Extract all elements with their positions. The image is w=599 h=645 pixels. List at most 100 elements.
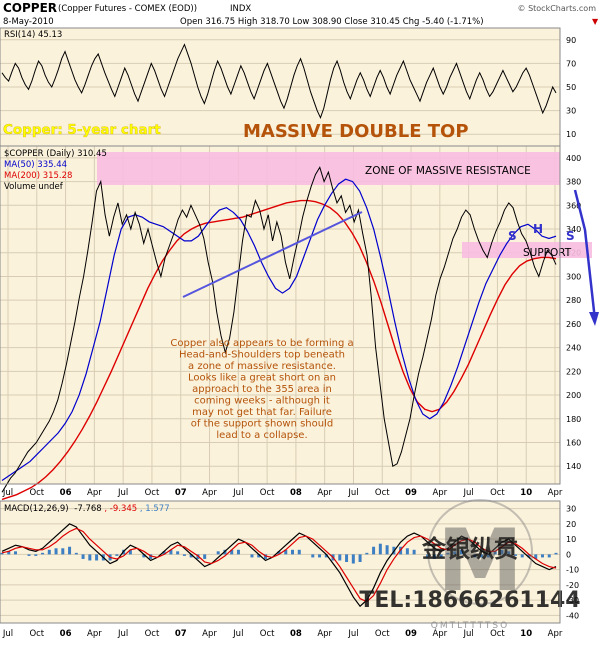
comment-line: Looks like a great short on an [188, 373, 336, 384]
macd-tick-label: -30 [566, 596, 579, 605]
x-tick-label: 10 [520, 488, 532, 498]
rsi-tick-label: 90 [566, 36, 576, 45]
watermark-chinese: 金银纵贯 [421, 535, 518, 563]
x-tick-label-bottom: Oct [29, 629, 44, 639]
forecast-arrow-head [589, 312, 599, 326]
price-line [1, 166, 557, 493]
x-tick-label-bottom: Jul [2, 629, 13, 639]
x-tick-label: Oct [145, 488, 160, 498]
x-tick-label-bottom: Apr [317, 629, 332, 639]
series-layer [0, 43, 558, 608]
rsi-tick-label: 10 [566, 130, 576, 139]
volume-legend-label: Volume undef [4, 182, 64, 192]
x-tick-label: Apr [202, 488, 217, 498]
price-tick-label: 340 [566, 225, 581, 234]
x-tick-label: Apr [548, 488, 563, 498]
rsi-label: RSI(14) 45.13 [4, 30, 62, 40]
down-arrow-icon: ▼ [592, 17, 599, 26]
chart-symbol: COPPER [3, 1, 57, 15]
price-tick-label: 240 [566, 344, 581, 353]
resistance-zone [97, 152, 560, 185]
x-tick-label: Oct [260, 488, 275, 498]
x-tick-label: Jul [117, 488, 128, 498]
price-tick-label: 180 [566, 415, 581, 424]
x-tick-label-bottom: Oct [490, 629, 505, 639]
x-tick-label-bottom: 07 [175, 629, 187, 639]
comment-line: Copper also appears to be forming a [170, 338, 353, 349]
chart-date: 8-May-2010 [3, 17, 54, 27]
macd-tick-label: 20 [566, 520, 576, 529]
price-panel [0, 146, 560, 484]
macd-panel [0, 501, 560, 623]
rsi-tick-label: 70 [566, 59, 576, 68]
x-tick-label-bottom: 06 [60, 629, 72, 639]
price-tick-label: 140 [566, 462, 581, 471]
rsi-tick-label: 50 [566, 83, 576, 92]
ma50-line [1, 178, 557, 481]
macd-tick-label: 10 [566, 535, 576, 544]
price-frame [0, 145, 561, 485]
x-tick-label: 08 [290, 488, 302, 498]
macd-tick-label: -20 [566, 581, 579, 590]
macd-tick-label: 0 [566, 550, 571, 559]
comment-line: approach to the 355 area in [192, 384, 332, 395]
x-tick-label: Apr [87, 488, 102, 498]
comment-line: lead to a collapse. [216, 430, 307, 441]
rsi-tick-label: 30 [566, 107, 576, 116]
ohlc-readout: Open 316.75 High 318.70 Low 308.90 Close… [180, 17, 484, 27]
x-tick-label-bottom: Oct [375, 629, 390, 639]
resistance-zone-label: ZONE OF MASSIVE RESISTANCE [365, 165, 531, 177]
x-tick-label: Oct [490, 488, 505, 498]
chart-subtitle: Copper: 5-year chart [3, 122, 161, 138]
watermark-letter: M [437, 511, 523, 611]
price-tick-label: 400 [566, 154, 581, 163]
x-tick-label-bottom: Jul [117, 629, 128, 639]
x-tick-label-bottom: Oct [145, 629, 160, 639]
comment-line: coming weeks - although it [194, 396, 330, 407]
trend-line [182, 211, 363, 298]
comment-text: Copper also appears to be forming aHead-… [170, 338, 353, 441]
price-legend-label: $COPPER (Daily) 310.45 [4, 149, 107, 159]
comment-line: a zone of massive resistance. [188, 361, 336, 372]
watermark: M 金银纵贯 TEL:18666261144 QMTLTTTTSO [359, 499, 581, 631]
x-tick-label: Jul [462, 488, 473, 498]
source-credit: © StockCharts.com [518, 4, 597, 13]
macd-label: MACD(12,26,9) -7.768 , -9.345 , 1.577 [4, 504, 170, 514]
price-tick-label: 380 [566, 178, 581, 187]
x-tick-label-bottom: 10 [520, 629, 532, 639]
macd-frame [0, 500, 561, 624]
price-tick-label: 260 [566, 320, 581, 329]
hs-left-shoulder: S [508, 229, 517, 243]
comment-line: Head-and-Shoulders top beneath [179, 350, 345, 361]
price-tick-label: 220 [566, 367, 581, 376]
x-tick-label-bottom: Jul [347, 629, 358, 639]
x-tick-label-bottom: Jul [462, 629, 473, 639]
macd-signal-line [1, 527, 557, 603]
price-tick-label: 160 [566, 438, 581, 447]
x-tick-label: Apr [432, 488, 447, 498]
forecast-arrow [573, 189, 597, 321]
x-tick-label-bottom: Jul [232, 629, 243, 639]
price-tick-label: 360 [566, 201, 581, 210]
x-tick-label: Jul [232, 488, 243, 498]
x-tick-label-bottom: Apr [548, 629, 563, 639]
macd-tick-label: -10 [566, 566, 579, 575]
price-tick-label: 300 [566, 272, 581, 281]
x-tick-label-bottom: Apr [432, 629, 447, 639]
x-tick-label: Apr [317, 488, 332, 498]
rsi-line [1, 43, 557, 119]
x-tick-label-bottom: Apr [87, 629, 102, 639]
x-tick-label: Oct [375, 488, 390, 498]
hs-right-shoulder: S [566, 229, 575, 243]
ma200-line [1, 199, 557, 501]
watermark-sub: QMTLTTTTSO [431, 621, 509, 631]
x-tick-label: Oct [29, 488, 44, 498]
chart-name: (Copper Futures - COMEX (EOD)) [58, 4, 197, 14]
watermark-phone: TEL:18666261144 [359, 588, 580, 613]
ma200-legend-label: MA(200) 315.28 [4, 171, 72, 181]
chart-title: MASSIVE DOUBLE TOP [243, 121, 469, 142]
macd-label-hist: , 1.577 [140, 504, 170, 514]
x-tick-label: 07 [175, 488, 187, 498]
x-tick-label-bottom: Apr [202, 629, 217, 639]
